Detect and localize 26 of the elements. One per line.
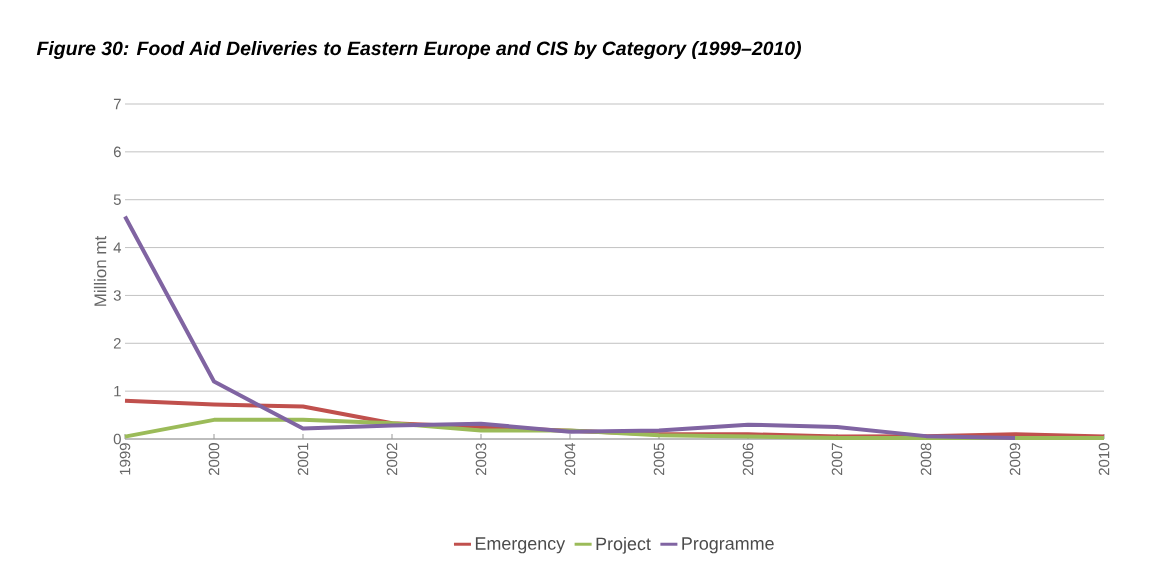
y-tick-label: 5 [113,194,121,205]
x-tick-label: 2001 [297,443,309,476]
x-tick-label: 2007 [831,443,843,476]
legend-label: Programme [682,537,774,554]
y-tick-label: 7 [113,98,121,110]
legend-label: Emergency [475,537,566,554]
legend-label: Project [596,536,651,554]
y-tick-label: 2 [113,338,121,349]
x-tick-label: 2000 [208,443,220,476]
x-tick-label: 2005 [653,443,665,476]
line-series [123,214,1018,441]
y-tick-label: 6 [113,146,121,158]
x-tick-label: 2004 [564,442,576,476]
y-tick-label: 0 [113,433,121,445]
x-tick-label: 2009 [1009,443,1021,476]
y-tick-label: 1 [114,386,121,397]
chart-title: Figure 30: Food Aid Deliveries to Eastern Europe and CIS by Category (1999–2010) [36,40,801,60]
x-tick-label: 1999 [119,443,131,475]
x-tick-label: 2002 [386,443,398,476]
x-tick-label: 2010 [1098,443,1110,476]
x-tick-label: 2006 [742,443,754,476]
y-tick-label: 4 [113,242,122,253]
y-tick-label: 3 [113,290,121,301]
x-tick-label: 2008 [920,443,932,476]
x-tick-label: 2003 [475,443,487,476]
y-axis-title: Million mt [93,235,107,306]
